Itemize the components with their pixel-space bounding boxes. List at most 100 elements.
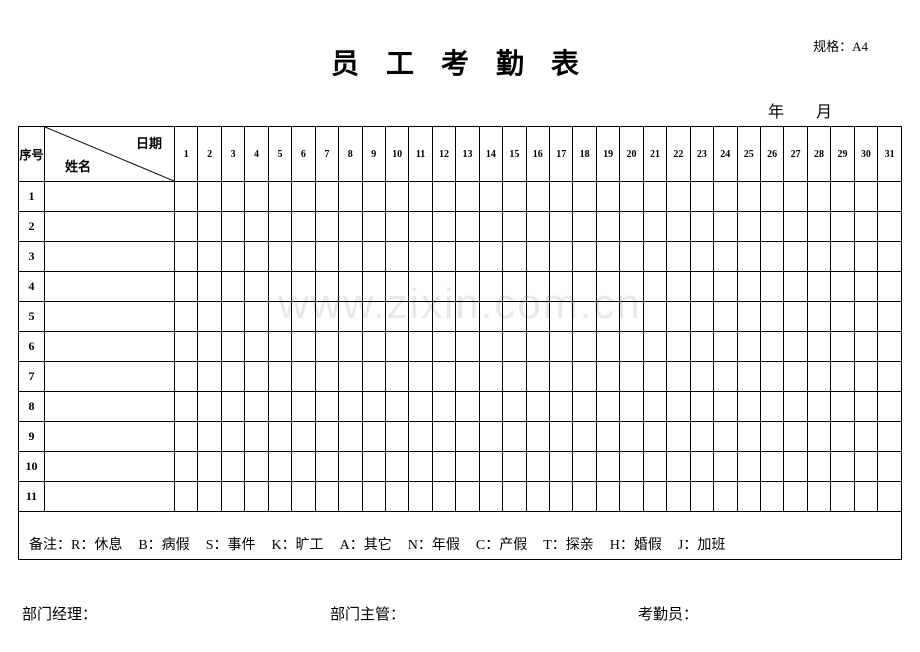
day-cell[interactable] bbox=[362, 332, 385, 362]
day-cell[interactable] bbox=[714, 392, 737, 422]
day-cell[interactable] bbox=[573, 452, 596, 482]
name-cell[interactable] bbox=[45, 212, 175, 242]
day-cell[interactable] bbox=[831, 452, 854, 482]
day-cell[interactable] bbox=[339, 242, 362, 272]
day-cell[interactable] bbox=[667, 392, 690, 422]
day-cell[interactable] bbox=[831, 182, 854, 212]
day-cell[interactable] bbox=[573, 212, 596, 242]
day-cell[interactable] bbox=[596, 482, 619, 512]
day-cell[interactable] bbox=[503, 212, 526, 242]
day-cell[interactable] bbox=[456, 272, 479, 302]
day-cell[interactable] bbox=[878, 422, 902, 452]
name-cell[interactable] bbox=[45, 422, 175, 452]
day-cell[interactable] bbox=[362, 482, 385, 512]
day-cell[interactable] bbox=[362, 392, 385, 422]
day-cell[interactable] bbox=[409, 272, 432, 302]
day-cell[interactable] bbox=[690, 242, 713, 272]
day-cell[interactable] bbox=[339, 362, 362, 392]
day-cell[interactable] bbox=[550, 212, 573, 242]
day-cell[interactable] bbox=[714, 242, 737, 272]
day-cell[interactable] bbox=[620, 392, 643, 422]
name-cell[interactable] bbox=[45, 242, 175, 272]
day-cell[interactable] bbox=[175, 392, 198, 422]
day-cell[interactable] bbox=[737, 332, 760, 362]
day-cell[interactable] bbox=[620, 212, 643, 242]
day-cell[interactable] bbox=[175, 212, 198, 242]
day-cell[interactable] bbox=[807, 182, 830, 212]
day-cell[interactable] bbox=[198, 242, 221, 272]
day-cell[interactable] bbox=[737, 182, 760, 212]
day-cell[interactable] bbox=[667, 272, 690, 302]
day-cell[interactable] bbox=[854, 392, 877, 422]
day-cell[interactable] bbox=[831, 332, 854, 362]
day-cell[interactable] bbox=[245, 392, 268, 422]
signature-manager[interactable]: 部门经理： bbox=[22, 603, 282, 624]
day-cell[interactable] bbox=[550, 482, 573, 512]
day-cell[interactable] bbox=[596, 422, 619, 452]
day-cell[interactable] bbox=[526, 182, 549, 212]
day-cell[interactable] bbox=[432, 452, 455, 482]
day-cell[interactable] bbox=[268, 302, 291, 332]
day-cell[interactable] bbox=[550, 302, 573, 332]
day-cell[interactable] bbox=[878, 242, 902, 272]
day-cell[interactable] bbox=[409, 482, 432, 512]
day-cell[interactable] bbox=[315, 242, 338, 272]
day-cell[interactable] bbox=[268, 332, 291, 362]
day-cell[interactable] bbox=[409, 332, 432, 362]
day-cell[interactable] bbox=[245, 182, 268, 212]
name-cell[interactable] bbox=[45, 302, 175, 332]
day-cell[interactable] bbox=[432, 332, 455, 362]
day-cell[interactable] bbox=[362, 422, 385, 452]
day-cell[interactable] bbox=[690, 482, 713, 512]
day-cell[interactable] bbox=[643, 482, 666, 512]
day-cell[interactable] bbox=[714, 452, 737, 482]
day-cell[interactable] bbox=[432, 242, 455, 272]
day-cell[interactable] bbox=[854, 302, 877, 332]
day-cell[interactable] bbox=[807, 422, 830, 452]
day-cell[interactable] bbox=[503, 302, 526, 332]
day-cell[interactable] bbox=[503, 242, 526, 272]
day-cell[interactable] bbox=[667, 182, 690, 212]
day-cell[interactable] bbox=[526, 242, 549, 272]
day-cell[interactable] bbox=[526, 302, 549, 332]
day-cell[interactable] bbox=[175, 242, 198, 272]
day-cell[interactable] bbox=[550, 332, 573, 362]
day-cell[interactable] bbox=[198, 482, 221, 512]
day-cell[interactable] bbox=[667, 212, 690, 242]
day-cell[interactable] bbox=[760, 272, 783, 302]
day-cell[interactable] bbox=[479, 242, 502, 272]
day-cell[interactable] bbox=[245, 362, 268, 392]
day-cell[interactable] bbox=[737, 212, 760, 242]
day-cell[interactable] bbox=[409, 212, 432, 242]
day-cell[interactable] bbox=[245, 422, 268, 452]
day-cell[interactable] bbox=[831, 392, 854, 422]
day-cell[interactable] bbox=[268, 362, 291, 392]
day-cell[interactable] bbox=[643, 302, 666, 332]
day-cell[interactable] bbox=[409, 242, 432, 272]
day-cell[interactable] bbox=[667, 302, 690, 332]
day-cell[interactable] bbox=[714, 302, 737, 332]
day-cell[interactable] bbox=[292, 302, 315, 332]
day-cell[interactable] bbox=[245, 452, 268, 482]
day-cell[interactable] bbox=[760, 242, 783, 272]
day-cell[interactable] bbox=[245, 212, 268, 242]
day-cell[interactable] bbox=[643, 392, 666, 422]
name-cell[interactable] bbox=[45, 182, 175, 212]
day-cell[interactable] bbox=[807, 272, 830, 302]
day-cell[interactable] bbox=[221, 362, 244, 392]
year-month-field[interactable]: 年 月 bbox=[740, 98, 832, 122]
day-cell[interactable] bbox=[385, 332, 408, 362]
day-cell[interactable] bbox=[175, 362, 198, 392]
day-cell[interactable] bbox=[854, 272, 877, 302]
day-cell[interactable] bbox=[198, 272, 221, 302]
day-cell[interactable] bbox=[690, 302, 713, 332]
day-cell[interactable] bbox=[737, 422, 760, 452]
day-cell[interactable] bbox=[479, 392, 502, 422]
day-cell[interactable] bbox=[643, 362, 666, 392]
day-cell[interactable] bbox=[479, 332, 502, 362]
day-cell[interactable] bbox=[737, 272, 760, 302]
day-cell[interactable] bbox=[667, 332, 690, 362]
day-cell[interactable] bbox=[221, 242, 244, 272]
day-cell[interactable] bbox=[596, 302, 619, 332]
day-cell[interactable] bbox=[221, 452, 244, 482]
